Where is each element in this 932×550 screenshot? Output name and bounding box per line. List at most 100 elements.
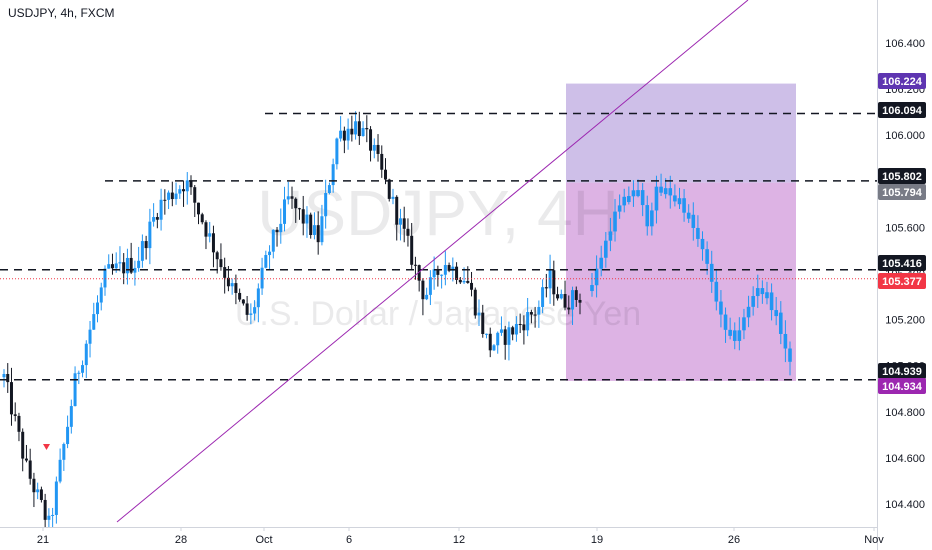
x-tick-label: Oct [255, 534, 272, 546]
candle-body [365, 128, 369, 130]
candle-body [357, 121, 361, 137]
candle-body [380, 153, 384, 170]
candle-body [503, 329, 507, 345]
candle-body [167, 192, 171, 200]
candle-body [193, 187, 197, 203]
price-tag [878, 73, 926, 89]
x-tick-label: 6 [346, 534, 352, 546]
price-tag [878, 184, 926, 200]
projection-body [751, 296, 755, 307]
x-tick-label: 28 [175, 534, 187, 546]
candle-body [81, 365, 85, 373]
candle-body [283, 199, 287, 224]
candles [2, 111, 582, 533]
candle-body [511, 327, 515, 335]
candle-body [137, 260, 141, 268]
candle-body [563, 294, 567, 308]
candle-body [226, 277, 230, 287]
candle-body [36, 489, 40, 493]
candle-body [522, 324, 526, 331]
candle-body [219, 259, 223, 268]
candle-body [279, 223, 283, 233]
projection-body [631, 190, 636, 197]
candle-body [473, 289, 477, 316]
candle-body [559, 294, 563, 299]
candle-body [6, 374, 10, 383]
candle-body [484, 333, 488, 335]
candle-body [96, 302, 100, 315]
candle-body [518, 324, 522, 326]
candle-body [496, 332, 500, 346]
candle-body [114, 263, 118, 269]
trendline [116, 0, 749, 523]
candle-body [425, 294, 429, 300]
y-tick-label: 104.800 [885, 407, 925, 419]
price-tag-label: 105.377 [882, 276, 922, 288]
price-tag [878, 168, 926, 184]
candle-body [286, 196, 290, 200]
candle-body [264, 255, 268, 268]
projection-body [760, 288, 765, 295]
projection-body [654, 186, 659, 211]
candle-body [271, 229, 275, 252]
candle-body [331, 164, 335, 186]
candle-body [249, 313, 253, 315]
candle-body [462, 280, 466, 283]
candle-body [24, 458, 28, 461]
candle-body [256, 288, 260, 308]
candle-body [77, 372, 81, 374]
candle-body [470, 282, 474, 290]
candle-body [398, 218, 402, 225]
candle-body [234, 283, 238, 293]
candle-body [223, 267, 227, 278]
candle-body [196, 202, 200, 215]
x-tick-label: 19 [591, 534, 603, 546]
projection-body [755, 288, 760, 297]
y-tick-label: 105.200 [885, 315, 925, 327]
candle-body [387, 179, 391, 199]
candle-body [189, 180, 193, 188]
candle-body [297, 208, 301, 210]
projection-body [617, 205, 622, 212]
projection-body [659, 186, 663, 193]
x-tick-label: 21 [37, 534, 49, 546]
candle-body [103, 268, 107, 288]
candle-body [350, 128, 354, 135]
candle-body [369, 129, 373, 151]
candle-body [301, 209, 305, 224]
candle-body [99, 287, 103, 303]
candle-body [436, 269, 440, 275]
candle-body [544, 287, 548, 289]
candle-body [384, 169, 388, 180]
projection-body [774, 310, 778, 317]
price-tag-label: 104.939 [882, 366, 922, 378]
projection-body [636, 190, 640, 197]
projection-body [668, 188, 673, 196]
candle-body [391, 196, 395, 199]
y-tick-label: 104.600 [885, 453, 925, 465]
candle-body [417, 265, 421, 281]
candle-body [574, 290, 578, 300]
candle-body [320, 216, 324, 243]
candle-body [144, 241, 148, 249]
time-axis-bg [0, 527, 877, 550]
projection-body [742, 317, 746, 331]
candle-body [66, 426, 70, 445]
projection-candles [590, 173, 792, 376]
candle-body [17, 415, 21, 432]
candle-body [316, 225, 320, 243]
price-tag [878, 378, 926, 394]
price-tag [878, 102, 926, 118]
candle-body [526, 312, 530, 331]
candle-body [122, 262, 126, 274]
candle-body [178, 189, 182, 194]
x-tick-label: 26 [728, 534, 740, 546]
candle-body [327, 185, 331, 194]
price-tag-label: 105.416 [882, 258, 922, 270]
candle-body [155, 217, 159, 220]
candle-body [447, 265, 451, 271]
projection-body [599, 257, 604, 269]
candle-body [133, 267, 137, 273]
